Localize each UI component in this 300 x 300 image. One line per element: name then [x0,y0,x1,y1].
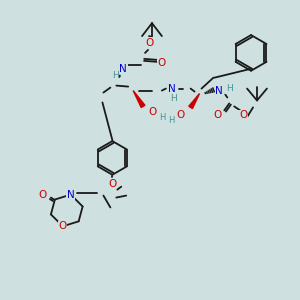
Text: O: O [239,110,247,120]
Text: N: N [168,84,176,94]
Text: N: N [119,64,127,74]
Text: O: O [108,179,116,189]
Text: H: H [112,71,119,80]
Text: O: O [177,110,185,120]
Text: O: O [39,190,47,200]
Text: O: O [59,221,67,231]
Text: H: H [170,94,177,103]
Text: O: O [145,38,153,48]
Text: H: H [169,116,175,125]
Polygon shape [133,91,145,108]
Polygon shape [189,94,200,109]
Text: O: O [213,110,221,120]
Text: O: O [158,58,166,68]
Text: N: N [67,190,75,200]
Text: N: N [215,85,223,96]
Text: H: H [226,84,232,93]
Text: H: H [159,113,165,122]
Text: O: O [149,107,157,117]
